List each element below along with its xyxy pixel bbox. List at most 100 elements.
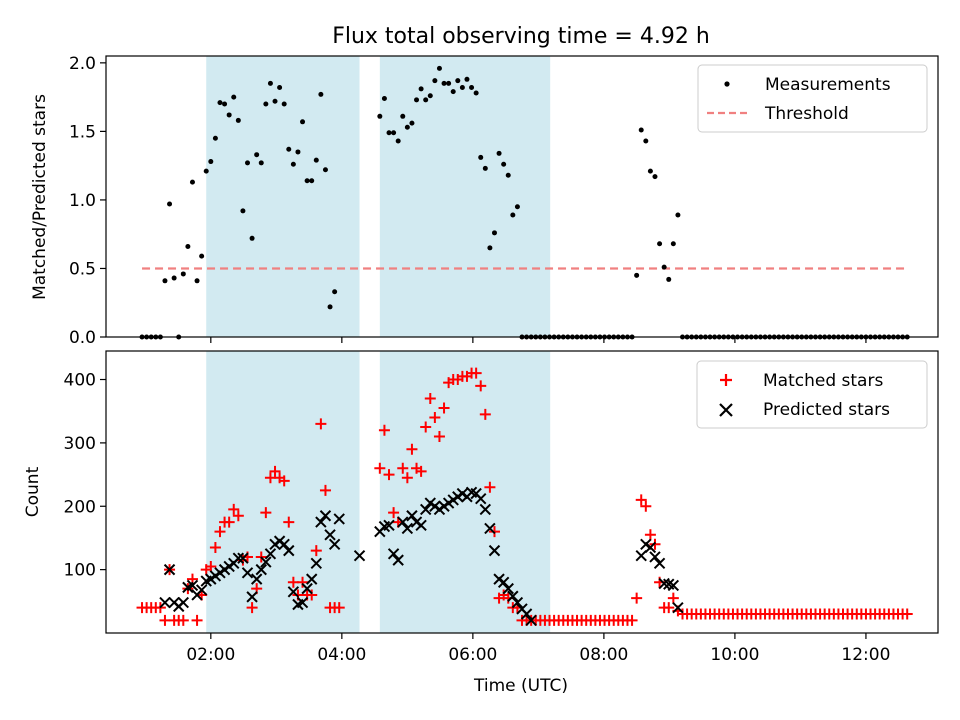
y-tick-label: 1.5 <box>69 122 96 142</box>
matched-star-point <box>191 614 203 626</box>
measurement-point <box>505 172 511 178</box>
predicted-star-point <box>525 614 537 627</box>
axes-frame <box>105 55 939 338</box>
measurement-point <box>226 112 232 118</box>
matched-star-point <box>177 614 189 626</box>
matched-star-point <box>297 576 309 588</box>
measurement-point <box>418 86 424 92</box>
legend-marker-predicted <box>719 403 733 417</box>
y-axis-ticks: 0.0 0.5 1.0 1.5 2.0 <box>69 54 106 348</box>
x-axis-ticks: 02:00 04:00 06:00 08:00 10:00 12:00 <box>186 633 890 665</box>
predicted-star-point <box>475 492 487 505</box>
predicted-star-point <box>163 563 176 576</box>
matched-star-point <box>214 526 226 538</box>
observing-span-1 <box>206 351 360 633</box>
y-tick-label: 200 <box>64 497 96 517</box>
measurement-point <box>208 159 214 165</box>
measurement-point <box>313 157 319 163</box>
predicted-star-point <box>397 516 409 528</box>
predicted-star-point <box>653 557 666 569</box>
predicted-star-point <box>644 541 657 554</box>
measurement-point <box>263 101 269 107</box>
predicted-star-point <box>672 601 684 614</box>
matched-star-point <box>205 560 217 572</box>
legend-marker-matched <box>720 374 732 386</box>
measurement-point <box>414 97 420 103</box>
measurement-point <box>446 80 452 86</box>
measurement-point <box>377 113 383 119</box>
matched-star-point <box>479 408 491 420</box>
measurement-point <box>634 272 640 278</box>
measurement-point <box>185 244 191 250</box>
matched-star-point <box>484 481 496 493</box>
measurement-point <box>432 78 438 84</box>
measurement-point <box>217 100 223 106</box>
measurement-point <box>203 168 209 174</box>
x-tick-label: 08:00 <box>579 645 628 665</box>
measurement-point <box>482 165 488 171</box>
measurement-point <box>381 95 387 101</box>
predicted-star-point <box>159 596 171 609</box>
legend-box <box>696 360 928 429</box>
measurement-point <box>441 80 447 86</box>
predicted-star-point <box>195 584 208 596</box>
predicted-star-point <box>301 582 313 595</box>
measurement-point <box>240 208 246 214</box>
predicted-star-point <box>419 503 432 516</box>
measurement-point <box>290 161 296 167</box>
matched-star-point <box>333 602 345 614</box>
matched-star-point <box>424 393 436 405</box>
matched-star-point <box>310 545 322 557</box>
measurement-point <box>450 89 456 95</box>
matched-star-point <box>635 494 647 506</box>
matched-star-points <box>136 367 913 626</box>
measurement-point <box>162 278 168 284</box>
x-tick-label: 12:00 <box>841 645 890 665</box>
predicted-star-point <box>264 548 277 560</box>
matched-star-point <box>475 380 487 392</box>
predicted-star-point <box>502 582 514 595</box>
chart-title: Flux total observing time = 4.92 h <box>332 24 710 49</box>
measurement-point <box>212 135 218 141</box>
y-tick-label: 100 <box>64 561 96 581</box>
matched-star-point <box>246 602 258 614</box>
measurement-point <box>395 138 401 144</box>
matched-star-point <box>315 418 327 430</box>
matched-star-point <box>420 421 432 433</box>
predicted-star-point <box>310 557 323 569</box>
x-tick-label: 10:00 <box>710 645 759 665</box>
predicted-star-point <box>287 586 300 598</box>
matched-star-point <box>388 507 400 519</box>
measurement-point <box>514 204 520 210</box>
measurement-point <box>295 149 301 155</box>
matched-star-point <box>159 614 171 626</box>
matched-star-point <box>433 431 445 443</box>
predicted-star-point <box>250 573 263 585</box>
matched-star-point <box>378 424 390 436</box>
x-axis-ticks <box>210 337 867 343</box>
measurement-point <box>167 201 173 207</box>
observing-span-2 <box>379 56 551 337</box>
legend-label-predicted: Predicted stars <box>763 400 890 420</box>
matched-star-point <box>488 526 500 538</box>
measurement-point <box>657 241 663 247</box>
predicted-star-point <box>237 552 249 564</box>
y-tick-label: 1.0 <box>69 191 96 211</box>
legend-label-measurements: Measurements <box>765 75 891 95</box>
matched-star-point <box>640 500 652 512</box>
predicted-star-point <box>406 510 418 522</box>
matched-star-point <box>626 614 638 626</box>
measurement-point <box>510 212 516 218</box>
matched-star-point <box>228 503 240 515</box>
y-tick-label: 0.0 <box>69 328 96 348</box>
y-tick-label: 0.5 <box>69 259 96 279</box>
measurement-point <box>304 178 310 184</box>
matched-star-point <box>264 472 276 484</box>
measurement-point <box>286 146 292 152</box>
predicted-star-point <box>479 503 492 516</box>
matched-star-point <box>209 541 221 553</box>
legend-label-threshold: Threshold <box>764 104 849 124</box>
measurement-point <box>327 304 333 310</box>
y-axis-label: Matched/Predicted stars <box>30 94 50 300</box>
